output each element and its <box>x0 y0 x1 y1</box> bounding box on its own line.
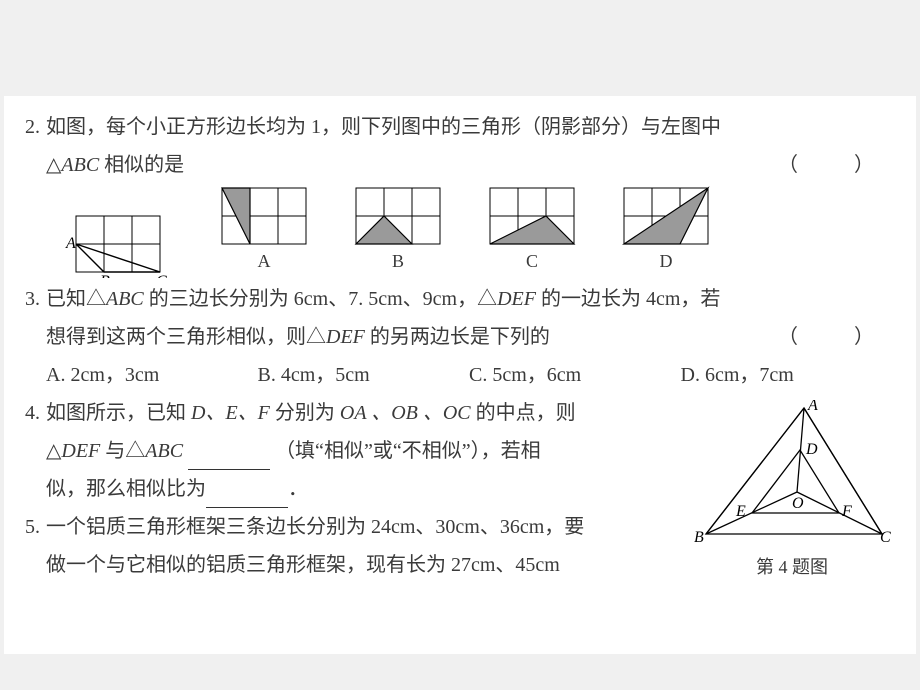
q3-opt-d: D. 6cm，7cm <box>681 356 893 394</box>
q3-opt-c: C. 5cm，6cm <box>469 356 681 394</box>
q2-paren: （ ） <box>778 146 892 184</box>
svg-text:B: B <box>100 273 110 278</box>
q3-line2: 想得到这两个三角形相似，则△DEF 的另两边长是下列的 （ ） <box>12 318 892 356</box>
svg-text:E: E <box>735 503 746 520</box>
svg-text:C: C <box>880 529 891 546</box>
q3-options: A. 2cm，3cm B. 4cm，5cm C. 5cm，6cm D. 6cm，… <box>12 356 892 394</box>
q2-fig-b: B <box>354 186 442 278</box>
q4-line1: 如图所示，已知 D、E、F 分别为 OA 、OB 、OC 的中点，则 <box>46 394 686 432</box>
q3-paren: （ ） <box>778 318 892 356</box>
q4-caption: 第 4 题图 <box>692 550 892 584</box>
q3-opt-b: B. 4cm，5cm <box>258 356 470 394</box>
svg-text:F: F <box>841 503 852 520</box>
q2-fig-a: A <box>220 186 308 278</box>
svg-text:C: C <box>156 273 167 278</box>
svg-text:A: A <box>65 235 76 252</box>
q5-number: 5. <box>12 508 46 546</box>
q4-figure: A B C D E F O 第 4 题图 <box>692 400 892 584</box>
q2-fig-d: D <box>622 186 710 278</box>
q2-line1: 如图，每个小正方形边长均为 1，则下列图中的三角形（阴影部分）与左图中 <box>46 108 892 146</box>
q4-blank1 <box>188 447 270 470</box>
q4-blank2 <box>206 485 288 508</box>
q2-number: 2. <box>12 108 46 146</box>
svg-text:D: D <box>805 441 818 458</box>
svg-text:O: O <box>792 495 804 512</box>
q2-line2: △ABC 相似的是 （ ） <box>12 146 892 184</box>
q2-fig-ref: A B C <box>62 212 174 278</box>
svg-text:B: B <box>694 529 704 546</box>
q4-number: 4. <box>12 394 46 432</box>
q2-fig-c: C <box>488 186 576 278</box>
q3-opt-a: A. 2cm，3cm <box>46 356 258 394</box>
q5-line1: 一个铝质三角形框架三条边长分别为 24cm、30cm、36cm，要 <box>46 508 686 546</box>
q3-number: 3. <box>12 280 46 318</box>
q2-figures: A B C A <box>12 184 892 280</box>
svg-text:A: A <box>807 400 818 414</box>
q3-line1: 已知△ABC 的三边长分别为 6cm、7. 5cm、9cm，△DEF 的一边长为… <box>46 280 892 318</box>
